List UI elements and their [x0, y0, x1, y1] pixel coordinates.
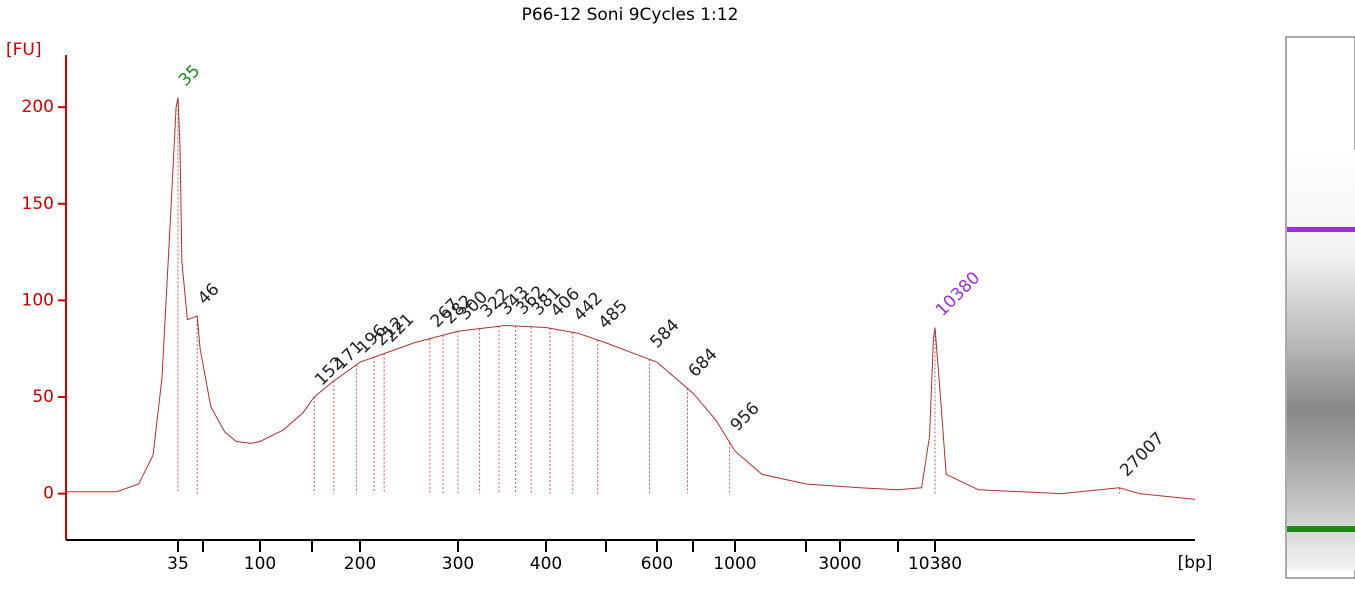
- peak-label: 10380: [932, 268, 984, 320]
- y-axis-label: [FU]: [6, 40, 42, 60]
- peak-label: 46: [194, 279, 223, 308]
- x-tick-label: 600: [641, 554, 673, 574]
- x-tick-label: 400: [530, 554, 562, 574]
- gel-lane: [1285, 36, 1355, 579]
- y-tick-label: 150: [22, 194, 54, 214]
- peak-label: 956: [727, 399, 764, 436]
- x-tick-label: 10380: [908, 554, 962, 574]
- x-tick-label: 3000: [818, 554, 861, 574]
- x-tick-label: 1000: [713, 554, 756, 574]
- peak-label: 584: [646, 315, 683, 352]
- y-tick-label: 0: [43, 484, 54, 504]
- y-tick-label: 100: [22, 290, 54, 310]
- peak-label: 27007: [1116, 429, 1168, 481]
- x-axis-label: [bp]: [1178, 553, 1213, 573]
- y-tick-label: 50: [32, 387, 54, 407]
- peak-label: 35: [175, 61, 204, 90]
- y-tick-label: 200: [22, 97, 54, 117]
- x-tick-label: 100: [244, 554, 276, 574]
- chart-title: P66-12 Soni 9Cycles 1:12: [522, 5, 739, 25]
- peak-label: 684: [685, 344, 722, 381]
- x-tick-label: 35: [167, 554, 189, 574]
- trace-line: [66, 97, 1196, 500]
- x-tick-label: 300: [442, 554, 474, 574]
- x-tick-label: 200: [344, 554, 376, 574]
